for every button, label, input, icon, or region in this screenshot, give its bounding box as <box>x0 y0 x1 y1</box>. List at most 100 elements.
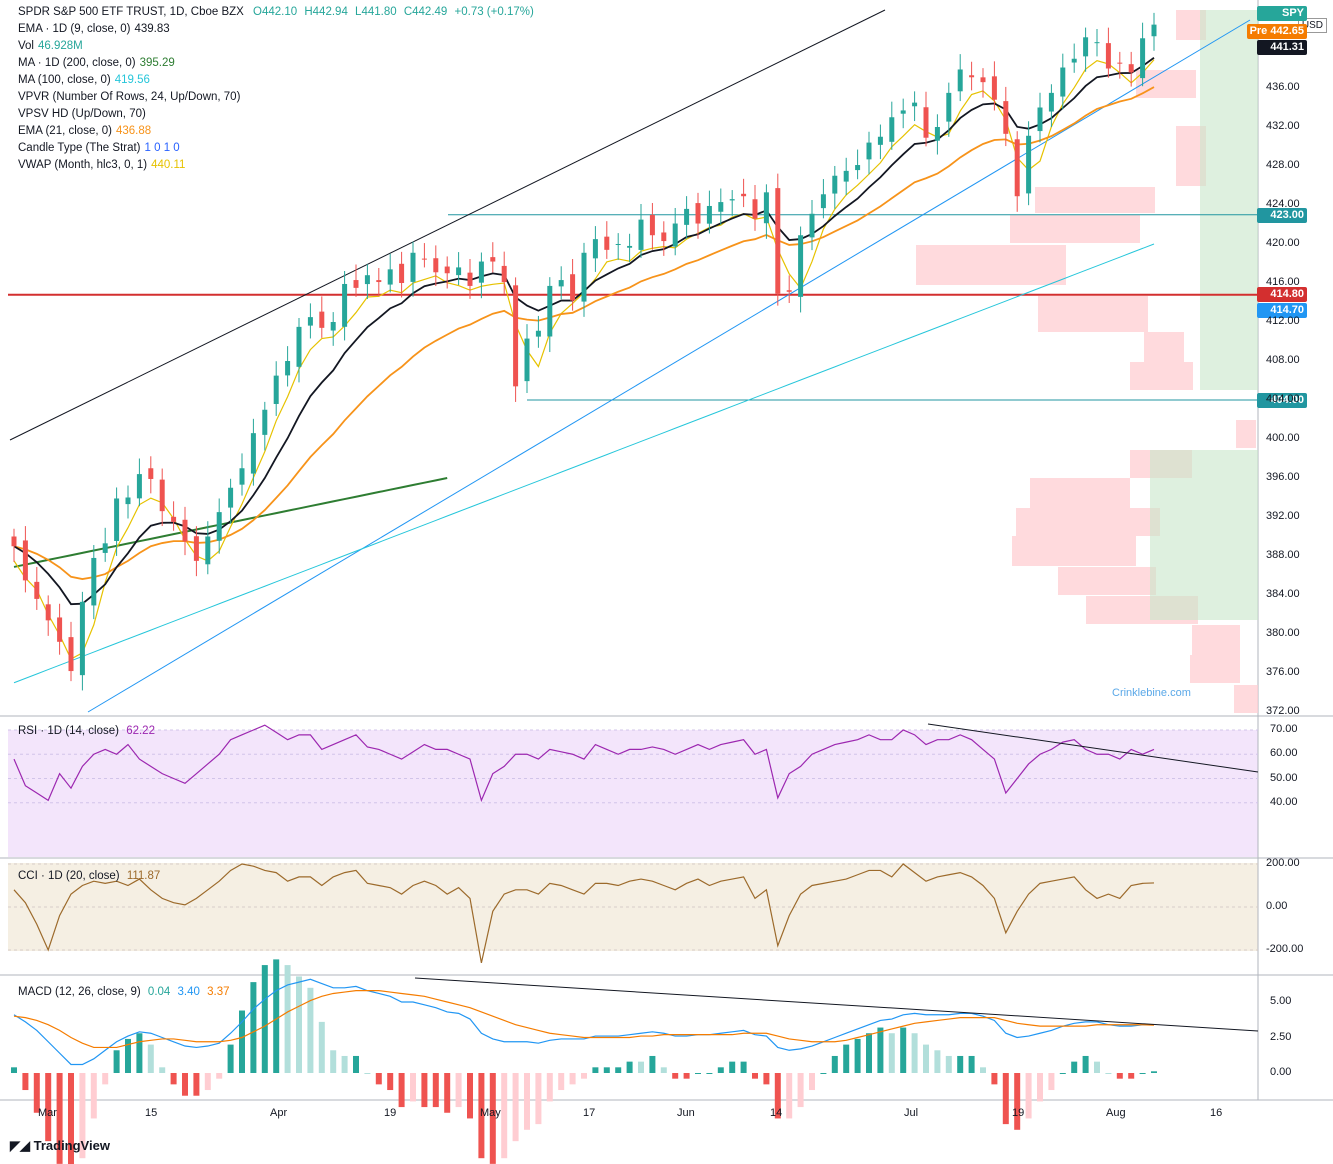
volume-profile-bar <box>1130 362 1193 390</box>
macd-histogram-bar <box>923 1044 929 1073</box>
legend-row[interactable]: EMA (21, close, 0) 436.88 <box>18 123 534 140</box>
cci-tick-label: 200.00 <box>1266 857 1300 869</box>
macd-histogram-bar <box>843 1044 850 1073</box>
macd-tick-label: 5.00 <box>1270 995 1292 1007</box>
time-axis-label: 14 <box>770 1107 783 1119</box>
candle-body <box>741 193 747 197</box>
macd-histogram-bar <box>1059 1073 1066 1074</box>
legend-row[interactable]: VWAP (Month, hlc3, 0, 1) 440.11 <box>18 157 534 174</box>
macd-trendline <box>414 977 1259 1032</box>
symbol-title[interactable]: SPDR S&P 500 ETF TRUST, 1D, Cboe BZX <box>18 6 244 18</box>
candle-body <box>627 245 633 248</box>
candle-body <box>809 213 815 238</box>
macd-histogram-bar <box>603 1067 610 1073</box>
macd-histogram-bar <box>296 976 302 1073</box>
tradingview-logo[interactable]: ◤◢ TradingView <box>10 1138 110 1154</box>
candle-body <box>889 117 895 142</box>
macd-histogram-bar <box>489 1073 496 1164</box>
macd-histogram-bar <box>284 965 291 1073</box>
macd-histogram-bar <box>991 1073 998 1085</box>
macd-histogram-bar <box>11 1067 17 1073</box>
level-404-tag[interactable]: 404.00 <box>1257 393 1307 408</box>
volume-profile-bar <box>1012 536 1136 566</box>
candle-body <box>786 290 792 292</box>
macd-histogram-bar <box>1071 1061 1078 1073</box>
macd-histogram-bar <box>318 1021 325 1073</box>
premarket-tag[interactable]: Pre 442.65 <box>1246 24 1307 39</box>
macd-histogram-bar <box>660 1067 667 1073</box>
macd-histogram-bar <box>68 1073 74 1164</box>
candle-body <box>330 322 336 331</box>
macd-histogram-bar <box>809 1073 815 1091</box>
candle-body <box>273 375 279 404</box>
volume-profile-bar <box>1030 478 1130 508</box>
candle-body <box>1060 67 1066 97</box>
trendline-support <box>87 19 1251 713</box>
price-tick-label: 436.00 <box>1266 81 1300 93</box>
open-value: O442.10 <box>253 6 298 18</box>
candle-body <box>1003 101 1009 134</box>
candle-body <box>421 258 427 260</box>
macd-histogram-bar <box>182 1073 188 1096</box>
candle-body <box>376 280 382 283</box>
chart-legend: SPDR S&P 500 ETF TRUST, 1D, Cboe BZX O44… <box>18 4 534 174</box>
legend-row[interactable]: VPVR (Number Of Rows, 24, Up/Down, 70) <box>18 89 534 106</box>
candle-body <box>34 581 40 599</box>
candle-body <box>775 188 781 294</box>
macd-histogram-bar <box>467 1073 473 1119</box>
header-row: SPDR S&P 500 ETF TRUST, 1D, Cboe BZX O44… <box>18 4 534 21</box>
time-axis-label: Apr <box>270 1107 288 1119</box>
cci-tick-label: 0.00 <box>1266 900 1288 912</box>
legend-row[interactable]: Vol 46.928M <box>18 38 534 55</box>
macd-histogram-bar <box>113 1050 120 1073</box>
cci-line <box>13 863 1155 964</box>
macd-histogram-bar <box>740 1061 747 1073</box>
legend-row[interactable]: MA (100, close, 0) 419.56 <box>18 72 534 89</box>
macd-histogram-bar <box>888 1033 895 1073</box>
legend-row[interactable]: MA · 1D (200, close, 0) 395.29 <box>18 55 534 72</box>
macd-histogram-bar <box>45 1073 52 1142</box>
candle-body <box>524 338 530 382</box>
legend-value: 419.56 <box>114 74 150 86</box>
candle-body <box>877 136 883 145</box>
level-41480-tag[interactable]: 414.80 <box>1257 286 1307 302</box>
macd-histogram-bar <box>934 1050 941 1073</box>
legend-row[interactable]: VPSV HD (Up/Down, 70) <box>18 106 534 123</box>
ema9-tag[interactable]: 441.31 <box>1257 40 1307 55</box>
candle-body <box>319 311 325 328</box>
candle-body <box>433 258 439 273</box>
legend-row[interactable]: Candle Type (The Strat) 1 0 1 0 <box>18 140 534 157</box>
price-tick-label: 408.00 <box>1266 354 1300 366</box>
macd-histogram-bar <box>341 1055 348 1073</box>
macd-histogram-bar <box>626 1061 633 1073</box>
symbol-tag[interactable]: SPY <box>1257 6 1307 21</box>
candle-body <box>672 223 678 247</box>
change-value: +0.73 (+0.17%) <box>454 6 534 18</box>
macd-histogram-bar <box>900 1027 907 1073</box>
time-axis-label: Aug <box>1106 1107 1126 1119</box>
legend-value: 439.83 <box>134 23 170 35</box>
candle-body <box>1140 38 1146 79</box>
legend-value: 395.29 <box>139 57 175 69</box>
legend-row[interactable]: EMA · 1D (9, close, 0) 439.83 <box>18 21 534 38</box>
macd-histogram-bar <box>706 1073 713 1074</box>
legend-value: 1 0 1 0 <box>144 142 180 154</box>
level-41470-tag[interactable]: 414.70 <box>1257 302 1307 318</box>
macd-histogram-bar <box>501 1073 508 1159</box>
level-423-tag[interactable]: 423.00 <box>1257 207 1307 223</box>
macd-histogram-bar <box>1002 1073 1009 1125</box>
macd-histogram-bar <box>535 1073 542 1125</box>
tradingview-icon: ◤◢ <box>10 1138 34 1153</box>
candle-body <box>114 498 120 542</box>
legend-label: MA · 1D (200, close, 0) <box>18 57 136 69</box>
candle-body <box>1026 135 1032 194</box>
candle-body <box>216 512 222 541</box>
time-axis-label: 17 <box>583 1107 596 1119</box>
rsi-line <box>13 724 1155 803</box>
tradingview-label: TradingView <box>33 1138 110 1153</box>
macd-histogram-bar <box>227 1044 234 1073</box>
cci-tick-label: -200.00 <box>1266 943 1304 955</box>
candle-body <box>262 409 268 435</box>
macd-histogram-bar <box>797 1073 804 1108</box>
